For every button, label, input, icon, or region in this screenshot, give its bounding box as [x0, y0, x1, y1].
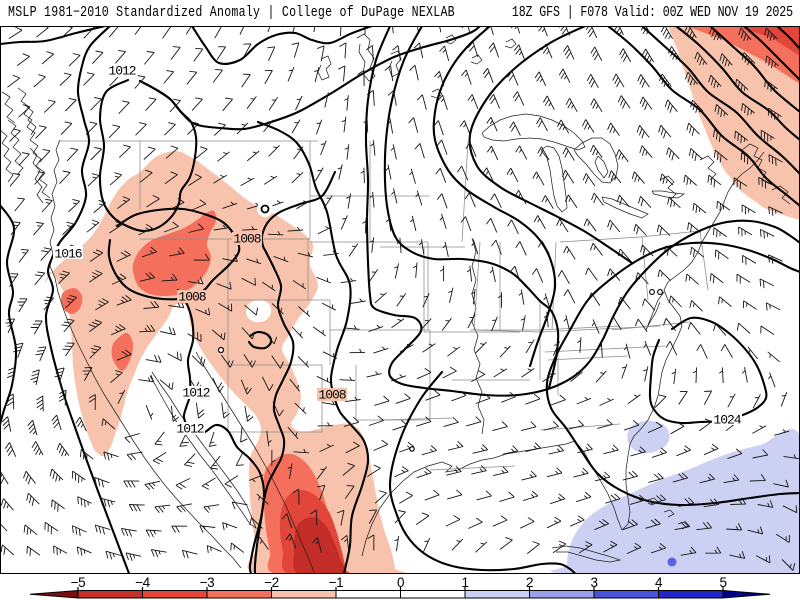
svg-text:−4: −4 [135, 575, 150, 590]
svg-text:1024: 1024 [713, 413, 741, 428]
svg-text:1: 1 [461, 575, 468, 590]
svg-text:4: 4 [655, 575, 663, 590]
svg-text:0: 0 [397, 575, 404, 590]
svg-text:1008: 1008 [178, 290, 205, 305]
svg-text:1016: 1016 [54, 247, 81, 262]
svg-text:−2: −2 [264, 575, 278, 590]
svg-text:1012: 1012 [176, 422, 203, 437]
svg-text:1012: 1012 [182, 386, 209, 401]
svg-text:−1: −1 [329, 575, 343, 590]
svg-text:2: 2 [526, 575, 533, 590]
svg-text:5: 5 [719, 575, 726, 590]
svg-text:3: 3 [590, 575, 597, 590]
svg-text:1008: 1008 [233, 232, 260, 247]
svg-text:−3: −3 [200, 575, 214, 590]
svg-text:−5: −5 [71, 575, 85, 590]
svg-text:1008: 1008 [318, 388, 345, 403]
svg-text:1012: 1012 [108, 64, 135, 79]
